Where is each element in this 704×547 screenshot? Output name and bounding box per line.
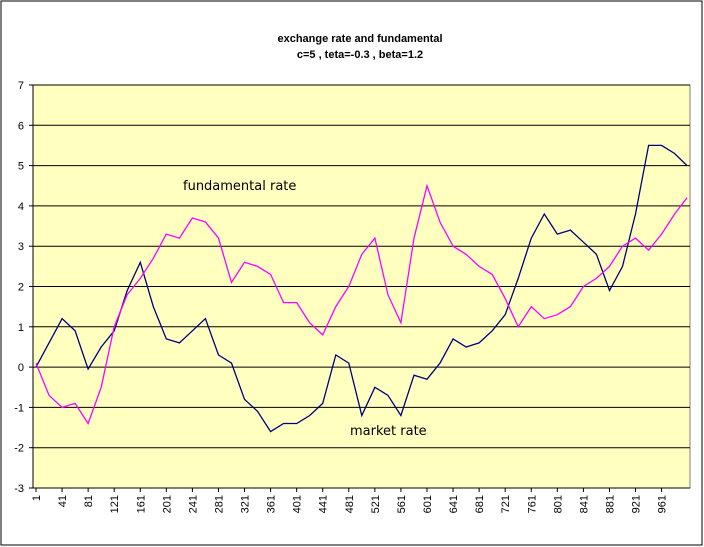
- x-tick-label: 881: [604, 495, 616, 513]
- x-tick-label: 321: [240, 495, 252, 513]
- x-tick-label: 681: [474, 495, 486, 513]
- y-tick-label: 0: [18, 362, 24, 374]
- y-tick-label: 5: [18, 161, 24, 173]
- y-tick-label: -2: [14, 443, 24, 455]
- x-tick-label: 161: [135, 495, 147, 513]
- x-tick-label: 561: [396, 495, 408, 513]
- x-tick-label: 761: [526, 495, 538, 513]
- series-line: [35, 144, 688, 433]
- x-tick-label: 1: [31, 495, 43, 501]
- series-line: [35, 183, 688, 425]
- chart-subtitle: c=5 , teta=-0.3 , beta=1.2: [297, 49, 423, 61]
- x-tick-label: 521: [370, 495, 382, 513]
- x-tick-label: 361: [266, 495, 278, 513]
- x-tick-label: 721: [500, 495, 512, 513]
- chart-title: exchange rate and fundamental: [277, 33, 442, 45]
- x-tick-label: 201: [161, 495, 173, 513]
- series-label: fundamental rate: [183, 179, 296, 194]
- y-tick-label: 7: [18, 80, 24, 92]
- x-tick-label: 401: [292, 495, 304, 513]
- x-tick-label: 41: [57, 495, 69, 507]
- x-tick-label: 241: [187, 495, 199, 513]
- y-tick-label: 4: [18, 201, 24, 213]
- x-tick-label: 281: [213, 495, 225, 513]
- x-tick-label: 841: [578, 495, 590, 513]
- x-tick-label: 481: [344, 495, 356, 513]
- x-tick-label: 801: [552, 495, 564, 513]
- x-tick-label: 921: [631, 495, 643, 513]
- x-tick-label: 441: [318, 495, 330, 513]
- y-tick-label: 6: [18, 120, 24, 132]
- y-tick-label: 2: [18, 282, 24, 294]
- x-tick-label: 121: [109, 495, 121, 513]
- y-tick-label: 1: [18, 322, 24, 334]
- y-tick-label: -1: [14, 402, 24, 414]
- series-label: market rate: [350, 424, 427, 439]
- x-tick-label: 601: [422, 495, 434, 513]
- y-tick-label: 3: [18, 241, 24, 253]
- y-tick-label: -3: [14, 483, 24, 495]
- x-tick-label: 961: [657, 495, 669, 513]
- x-tick-label: 641: [448, 495, 460, 513]
- x-tick-label: 81: [83, 495, 95, 507]
